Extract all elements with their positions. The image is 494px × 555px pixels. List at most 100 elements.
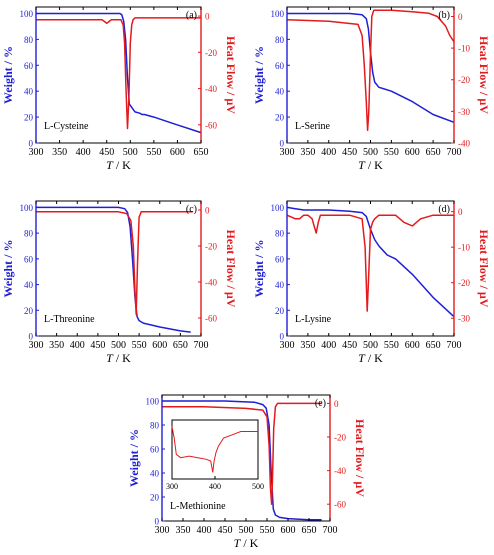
y-left-tick-label: 80	[150, 421, 160, 431]
x-tick-label: 550	[384, 147, 399, 158]
y-left-tick-label: 100	[271, 203, 285, 213]
x-tick-label: 550	[146, 147, 161, 158]
x-tick-label: 500	[363, 340, 378, 351]
x-axis-title: T / K	[234, 536, 259, 550]
compound-label: L-Threonine	[44, 314, 95, 325]
y-left-tick-label: 100	[20, 9, 34, 19]
x-tick-label: 350	[300, 340, 315, 351]
y-left-tick-label: 80	[275, 35, 285, 45]
compound-label: L-Serine	[295, 121, 331, 132]
weight-curve	[286, 206, 455, 318]
y-right-tick-label: 0	[458, 207, 463, 217]
y-right-tick-label: 0	[205, 206, 210, 216]
x-axis-title-unit: / K	[240, 536, 258, 550]
y-right-tick-label: -60	[205, 120, 217, 130]
x-axis-title-variable: T	[358, 351, 366, 365]
y-left-tick-label: 60	[275, 61, 285, 71]
y-left-tick-label: 80	[24, 229, 34, 239]
y-left-axis-title: Weight / %	[252, 239, 266, 297]
inset-x-tick-label: 300	[166, 482, 178, 491]
y-left-tick-label: 20	[24, 306, 34, 316]
x-tick-label: 500	[239, 525, 254, 536]
y-left-tick-label: 40	[24, 87, 34, 97]
y-left-tick-label: 100	[271, 9, 285, 19]
x-tick-label: 600	[405, 147, 420, 158]
y-right-tick-label: -20	[205, 242, 217, 252]
y-right-tick-label: -20	[205, 48, 217, 58]
x-axis-title-variable: T	[234, 536, 242, 550]
y-left-axis-title: Weight / %	[1, 239, 15, 297]
panel-e: 300 350 400 450 500 550 600 650 700 0 20 40 60 80 100 0…	[127, 394, 367, 550]
x-tick-label: 450	[90, 340, 105, 351]
x-tick-label: 350	[52, 147, 67, 158]
weight-curve	[287, 12, 455, 124]
x-tick-label: 700	[447, 147, 462, 158]
x-tick-label: 600	[170, 147, 185, 158]
x-tick-label: 450	[342, 147, 357, 158]
y-left-tick-label: 0	[29, 332, 34, 342]
y-left-tick-label: 80	[24, 35, 34, 45]
x-tick-label: 400	[321, 340, 336, 351]
y-right-tick-label: -20	[458, 75, 470, 85]
y-right-axis-title: Heat Flow / µV	[477, 36, 491, 114]
x-tick-label: 650	[426, 340, 441, 351]
x-tick-label: 550	[260, 525, 275, 536]
heat-flow-curve	[36, 17, 201, 130]
y-right-tick-label: -40	[458, 139, 470, 149]
x-tick-label: 300	[280, 340, 295, 351]
x-axis-title-unit: / K	[365, 351, 383, 365]
panel-label: (b)	[438, 10, 450, 21]
y-left-tick-label: 0	[280, 139, 285, 149]
y-left-axis-title: Weight / %	[1, 46, 15, 104]
x-tick-label: 350	[176, 525, 191, 536]
x-axis-title-unit: / K	[113, 158, 131, 172]
x-axis-title-variable: T	[106, 351, 114, 365]
x-tick-label: 450	[342, 340, 357, 351]
x-tick-label: 300	[29, 340, 44, 351]
y-left-tick-label: 40	[150, 469, 160, 479]
x-tick-label: 600	[281, 525, 296, 536]
x-axis-title: T / K	[358, 158, 383, 172]
compound-label: L-Lysine	[295, 314, 332, 325]
y-right-tick-label: -40	[334, 466, 346, 476]
y-right-tick-label: 0	[205, 12, 210, 22]
y-right-axis-title: Heat Flow / µV	[353, 419, 367, 497]
y-right-tick-label: -20	[334, 433, 346, 443]
y-right-tick-label: -60	[334, 500, 346, 510]
y-left-tick-label: 100	[146, 397, 160, 407]
panel-label: (c)	[186, 204, 197, 215]
inset-x-tick-label: 500	[252, 482, 264, 491]
y-left-tick-label: 0	[29, 139, 34, 149]
inset-heat-flow-curve	[171, 426, 258, 473]
x-axis-title-variable: T	[358, 158, 366, 172]
x-axis-title: T / K	[358, 351, 383, 365]
x-tick-label: 650	[173, 340, 188, 351]
y-right-tick-label: -40	[205, 278, 217, 288]
x-tick-label: 700	[447, 340, 462, 351]
heat-flow-curve	[286, 9, 455, 132]
x-tick-label: 700	[194, 340, 209, 351]
x-tick-label: 500	[123, 147, 138, 158]
panel-a: 300 350 400 450 500 550 600 650 0 20 40 60 80 100 0 -20…	[1, 6, 238, 172]
y-right-tick-label: -30	[458, 107, 470, 117]
y-right-tick-label: -10	[458, 243, 470, 253]
panel-label: (d)	[438, 204, 450, 215]
y-left-tick-label: 20	[275, 306, 285, 316]
y-left-tick-label: 20	[150, 493, 160, 503]
y-left-tick-label: 0	[155, 517, 160, 527]
y-right-tick-label: -40	[205, 84, 217, 94]
x-tick-label: 650	[426, 147, 441, 158]
x-tick-label: 400	[70, 340, 85, 351]
compound-label: L-Methionine	[170, 501, 226, 512]
x-axis-title-variable: T	[106, 158, 114, 172]
inset-x-tick-label: 400	[209, 482, 221, 491]
y-left-axis-title: Weight / %	[252, 46, 266, 104]
y-right-tick-label: 0	[334, 399, 339, 409]
x-tick-label: 350	[49, 340, 64, 351]
y-left-tick-label: 60	[24, 254, 34, 264]
y-left-axis-title: Weight / %	[127, 429, 141, 487]
x-tick-label: 350	[300, 147, 315, 158]
x-tick-label: 500	[363, 147, 378, 158]
